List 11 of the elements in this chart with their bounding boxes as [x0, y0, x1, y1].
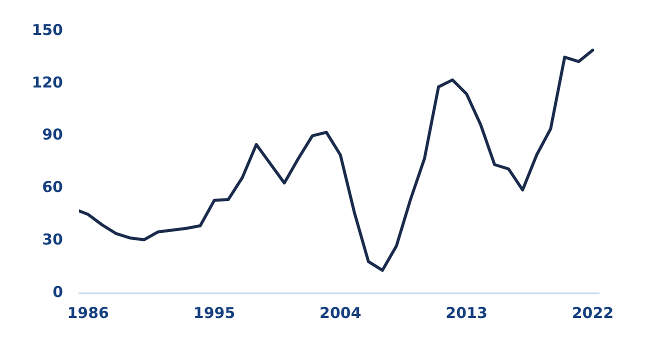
- y-tick-label: 90: [42, 126, 63, 144]
- y-tick-label: 120: [32, 73, 63, 92]
- y-tick-label: 150: [32, 20, 63, 39]
- x-tick-label: 1986: [67, 304, 109, 322]
- x-tick-label: 2013: [446, 304, 488, 322]
- y-tick-label: 30: [42, 230, 63, 248]
- y-tick-label: 60: [42, 178, 63, 196]
- y-tick-label: 0: [52, 282, 63, 301]
- x-tick-label: 1995: [193, 304, 236, 322]
- x-tick-label: 2004: [320, 304, 362, 322]
- x-tick-label: 2022: [572, 304, 614, 322]
